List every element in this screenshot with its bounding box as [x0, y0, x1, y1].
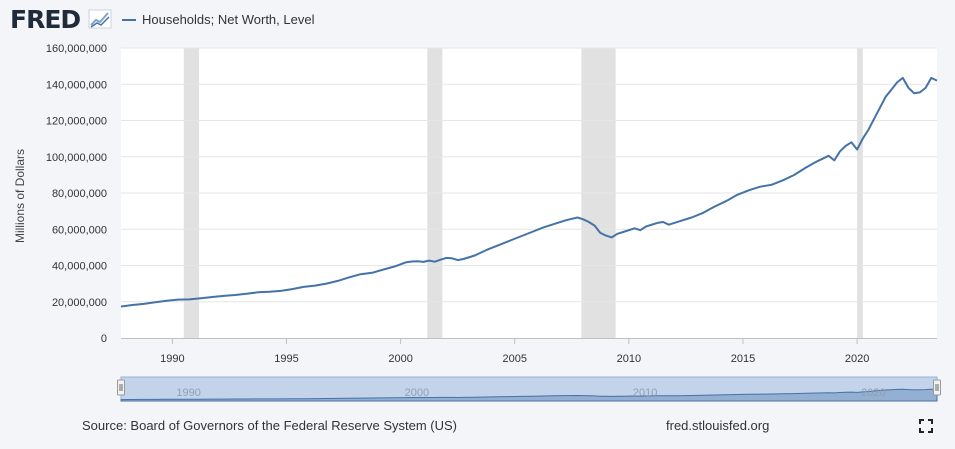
y-tick-label: 140,000,000 — [46, 79, 107, 91]
navigator-left-handle[interactable] — [117, 379, 125, 396]
y-tick-label: 0 — [101, 333, 107, 345]
x-tick-label: 2010 — [617, 353, 641, 365]
source-note: Source: Board of Governors of the Federa… — [82, 418, 457, 433]
legend-line-swatch — [122, 18, 136, 21]
y-tick-label: 20,000,000 — [52, 297, 107, 309]
x-axis: 1990 1995 2000 2005 2010 2015 2020 — [121, 338, 937, 365]
y-tick-label: 120,000,000 — [46, 116, 107, 128]
chart-legend[interactable]: Households; Net Worth, Level — [122, 12, 314, 27]
chart-header: FRED Households; Net Worth, Level — [0, 0, 955, 40]
fred-chart-icon — [88, 9, 112, 29]
y-tick-label: 40,000,000 — [52, 261, 107, 273]
y-tick-label: 80,000,000 — [52, 188, 107, 200]
fred-logo[interactable]: FRED — [10, 5, 81, 34]
navigator-series-area — [120, 388, 938, 402]
navigator-tick-label: 2000 — [405, 387, 429, 399]
y-tick-label: 100,000,000 — [46, 152, 107, 164]
site-link[interactable]: fred.stlouisfed.org — [666, 418, 770, 433]
x-tick-label: 2015 — [731, 353, 755, 365]
x-tick-label: 1990 — [160, 353, 184, 365]
range-navigator[interactable]: 1990 2000 2010 2020 — [117, 376, 941, 402]
navigator-right-handle[interactable] — [933, 379, 941, 396]
grid-lines — [121, 47, 937, 303]
y-axis: 0 20,000,000 40,000,000 60,000,000 80,000,00… — [46, 43, 107, 345]
x-tick-label: 2005 — [502, 353, 526, 365]
series-layer — [120, 76, 938, 308]
x-tick-label: 2020 — [845, 353, 869, 365]
y-tick-label: 160,000,000 — [46, 43, 107, 55]
navigator-tick-label: 1990 — [176, 387, 200, 399]
y-tick-label: 60,000,000 — [52, 224, 107, 236]
fullscreen-icon[interactable] — [919, 419, 933, 433]
line-chart[interactable]: 0 20,000,000 40,000,000 60,000,000 80,000,00… — [0, 30, 955, 410]
x-tick-label: 2000 — [388, 353, 412, 365]
legend-label: Households; Net Worth, Level — [142, 12, 315, 27]
navigator-tick-label: 2020 — [861, 387, 885, 399]
navigator-tick-label: 2010 — [633, 387, 657, 399]
y-axis-label: Millions of Dollars — [13, 149, 27, 243]
x-tick-label: 1995 — [274, 353, 298, 365]
series-line-0 — [120, 76, 938, 308]
